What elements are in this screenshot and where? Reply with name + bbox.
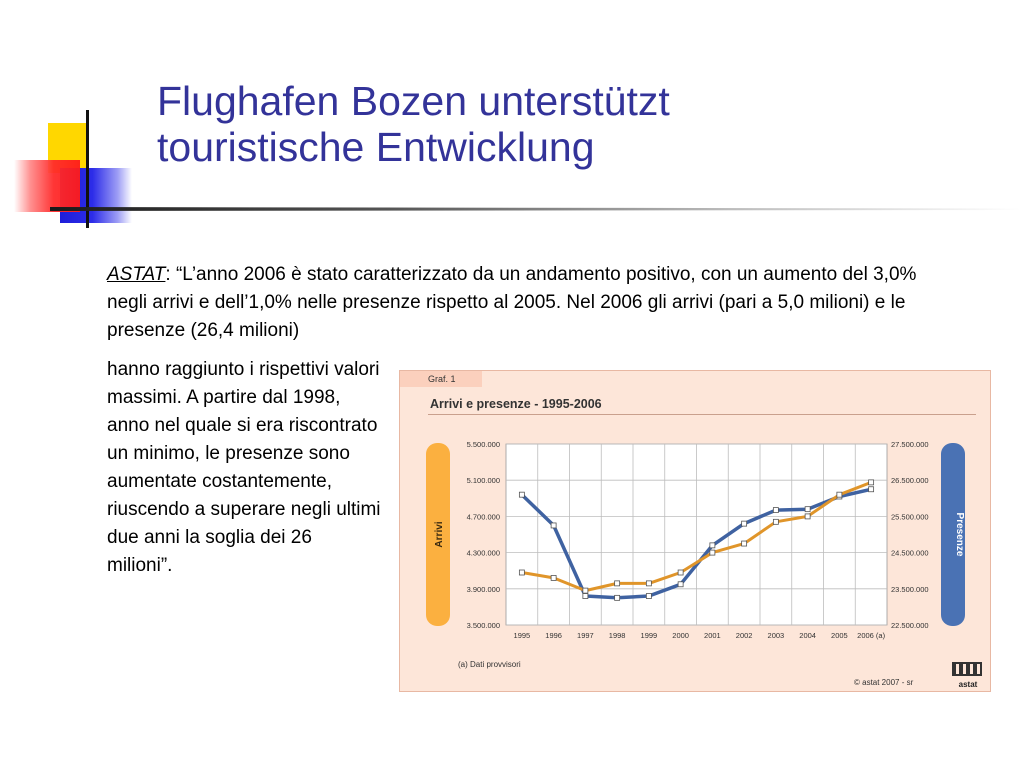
series-line-arrivi (520, 487, 872, 600)
deco-vertical-line (86, 110, 89, 228)
x-tick-label: 1997 (577, 631, 594, 640)
right-axis-label: Presenze (954, 513, 965, 557)
quote-paragraph-top: ASTAT: “L’anno 2006 è stato caratterizza… (107, 261, 937, 345)
data-point-arrivi (868, 486, 875, 493)
right-tick-label: 22.500.000 (891, 621, 929, 630)
right-tick-label: 25.500.000 (891, 512, 929, 521)
left-tick-label: 5.100.000 (467, 476, 500, 485)
data-point-arrivi (709, 542, 716, 549)
x-tick-label: 1998 (609, 631, 626, 640)
x-tick-label: 1999 (641, 631, 658, 640)
data-point-arrivi (518, 491, 525, 498)
right-axis-label-bg (941, 443, 965, 626)
data-point-presenze (677, 569, 684, 576)
left-tick-label: 3.900.000 (467, 585, 500, 594)
chart-footnote: (a) Dati provvisori (458, 660, 521, 669)
slide-title: Flughafen Bozen unterstützt touristische… (157, 78, 977, 170)
data-point-presenze (741, 540, 748, 547)
quote-text-top: : “L’anno 2006 è stato caratterizzato da… (107, 264, 917, 341)
chart-title: Arrivi e presenze - 1995-2006 (430, 397, 602, 411)
quote-paragraph-left: hanno raggiunto i rispettivi valori mass… (107, 359, 381, 576)
data-point-presenze (614, 580, 621, 587)
left-axis-label: Arrivi (434, 521, 445, 547)
x-tick-label: 2000 (672, 631, 689, 640)
astat-logo: astat (952, 662, 982, 689)
data-point-presenze (550, 575, 557, 581)
left-tick-label: 4.700.000 (467, 512, 500, 521)
x-tick-label: 2003 (768, 631, 785, 640)
right-tick-label: 27.500.000 (891, 440, 929, 449)
x-tick-label: 2004 (799, 631, 816, 640)
left-axis-label-bg (426, 443, 450, 626)
title-line-2: touristische Entwicklung (157, 124, 595, 170)
left-tick-label: 3.500.000 (467, 621, 500, 630)
x-tick-label: 2006 (a) (857, 631, 885, 640)
right-tick-label: 23.500.000 (891, 585, 929, 594)
data-point-arrivi (645, 593, 652, 599)
data-point-arrivi (614, 594, 621, 601)
title-underline-rule (50, 207, 1020, 211)
chart-title-rule (428, 414, 976, 415)
data-point-presenze (582, 587, 589, 594)
series-line-presenze (521, 481, 872, 593)
svg-text:astat: astat (959, 680, 978, 689)
chart-panel: 3.500.000 3.900.000 4.300.000 4.700.000 5.10… (399, 370, 991, 692)
left-tick-label: 5.500.000 (467, 440, 500, 449)
deco-red-square (14, 160, 80, 212)
x-tick-label: 2002 (736, 631, 753, 640)
data-point-arrivi (582, 593, 589, 599)
source-astat: ASTAT (107, 264, 166, 285)
data-point-presenze (772, 518, 779, 525)
data-point-arrivi (772, 507, 779, 513)
data-point-arrivi (741, 520, 748, 527)
x-tick-label: 2001 (704, 631, 721, 640)
data-point-presenze (804, 513, 811, 520)
data-point-presenze (709, 549, 716, 556)
chart-svg: 3.500.000 3.900.000 4.300.000 4.700.000 5.10… (426, 440, 965, 640)
data-point-presenze (645, 580, 652, 587)
left-tick-label: 4.300.000 (467, 549, 500, 558)
data-point-presenze (836, 491, 843, 498)
chart-credit: © astat 2007 - sr (854, 678, 914, 687)
title-line-1: Flughafen Bozen unterstützt (157, 78, 670, 124)
data-point-arrivi (677, 581, 684, 588)
data-point-arrivi (550, 522, 557, 529)
data-point-arrivi (804, 506, 811, 513)
right-tick-label: 26.500.000 (891, 476, 929, 485)
chart-tab-label: Graf. 1 (400, 371, 482, 387)
x-tick-label: 1995 (514, 631, 531, 640)
data-point-presenze (518, 569, 525, 576)
right-tick-label: 24.500.000 (891, 549, 929, 558)
data-point-presenze (868, 479, 875, 486)
x-tick-label: 2005 (831, 631, 848, 640)
x-tick-label: 1996 (545, 631, 562, 640)
